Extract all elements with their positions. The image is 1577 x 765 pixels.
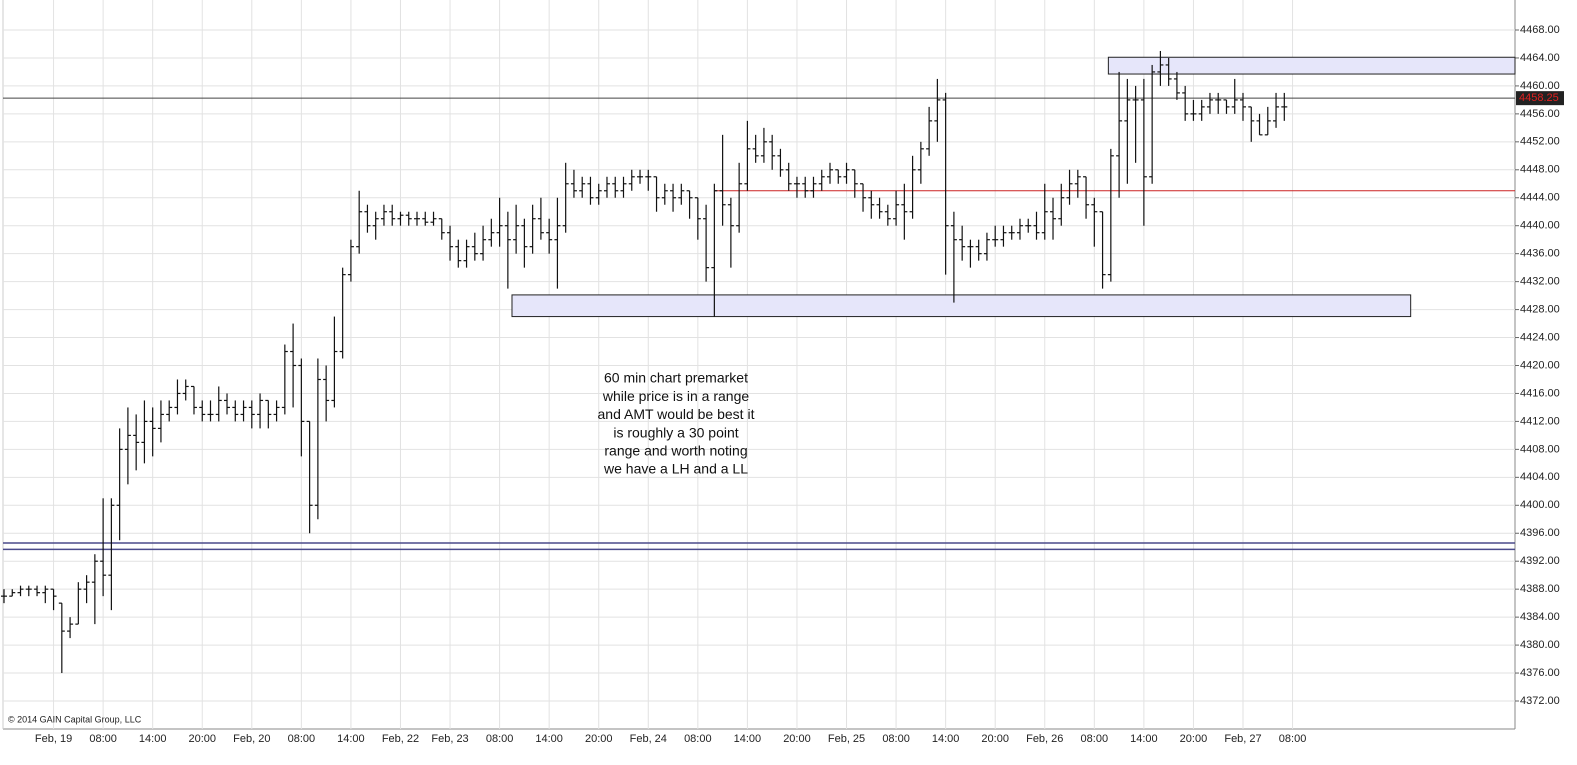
y-tick-label: 4428.00 bbox=[1520, 303, 1560, 315]
x-tick-label: 08:00 bbox=[1081, 733, 1109, 745]
x-tick-label: Feb, 26 bbox=[1026, 733, 1063, 745]
labels: 4372.00 4376.00 4380.00 4384.00 4388.00 4392.… bbox=[35, 24, 1564, 745]
y-tick-label: 4424.00 bbox=[1520, 331, 1560, 343]
y-tick-label: 4468.00 bbox=[1520, 24, 1560, 36]
x-tick-label: 14:00 bbox=[337, 733, 365, 745]
annotation-line: is roughly a 30 point bbox=[613, 424, 738, 440]
zone bbox=[1107, 56, 1516, 75]
y-tick-label: 4388.00 bbox=[1520, 583, 1560, 595]
x-tick-label: 14:00 bbox=[139, 733, 167, 745]
y-tick-label: 4420.00 bbox=[1520, 359, 1560, 371]
x-tick-label: Feb, 23 bbox=[431, 733, 468, 745]
x-tick-label: 20:00 bbox=[188, 733, 216, 745]
x-tick-label: Feb, 20 bbox=[233, 733, 270, 745]
y-tick-label: 4432.00 bbox=[1520, 276, 1560, 288]
y-tick-label: 4460.00 bbox=[1520, 80, 1560, 92]
y-tick-label: 4464.00 bbox=[1520, 52, 1560, 64]
x-tick-label: 08:00 bbox=[684, 733, 712, 745]
y-tick-label: 4448.00 bbox=[1520, 164, 1560, 176]
x-tick-label: 20:00 bbox=[585, 733, 613, 745]
y-tick-label: 4376.00 bbox=[1520, 667, 1560, 679]
annotation-line: range and worth noting bbox=[604, 443, 747, 459]
y-tick-label: 4440.00 bbox=[1520, 220, 1560, 232]
x-tick-label: 14:00 bbox=[1130, 733, 1158, 745]
y-tick-label: 4408.00 bbox=[1520, 443, 1560, 455]
x-tick-label: Feb, 25 bbox=[828, 733, 865, 745]
x-tick-label: 14:00 bbox=[535, 733, 563, 745]
y-tick-label: 4392.00 bbox=[1520, 555, 1560, 567]
annotation-line: we have a LH and a LL bbox=[603, 461, 748, 477]
x-tick-label: 20:00 bbox=[981, 733, 1009, 745]
x-tick-label: 08:00 bbox=[89, 733, 117, 745]
x-tick-label: 14:00 bbox=[734, 733, 762, 745]
y-tick-label: 4384.00 bbox=[1520, 611, 1560, 623]
annotation-line: and AMT would be best it bbox=[598, 406, 755, 422]
copyright: © 2014 GAIN Capital Group, LLC bbox=[8, 714, 142, 724]
y-tick-label: 4416.00 bbox=[1520, 387, 1560, 399]
y-tick-label: 4452.00 bbox=[1520, 136, 1560, 148]
last-price-box bbox=[1516, 91, 1564, 106]
y-tick-label: 4436.00 bbox=[1520, 248, 1560, 260]
y-tick-label: 4372.00 bbox=[1520, 695, 1560, 707]
x-tick-label: 20:00 bbox=[1180, 733, 1208, 745]
last-price-label: 4458.25 bbox=[1519, 92, 1559, 104]
y-tick-label: 4456.00 bbox=[1520, 108, 1560, 120]
zone bbox=[511, 294, 1412, 318]
x-tick-label: 08:00 bbox=[882, 733, 910, 745]
y-tick-label: 4400.00 bbox=[1520, 499, 1560, 511]
x-tick-label: 08:00 bbox=[1279, 733, 1307, 745]
y-tick-label: 4396.00 bbox=[1520, 527, 1560, 539]
y-tick-label: 4380.00 bbox=[1520, 639, 1560, 651]
annotation-line: 60 min chart premarket bbox=[604, 370, 748, 386]
x-tick-label: Feb, 19 bbox=[35, 733, 72, 745]
x-tick-label: Feb, 27 bbox=[1224, 733, 1261, 745]
x-tick-label: 20:00 bbox=[783, 733, 811, 745]
x-tick-label: Feb, 22 bbox=[382, 733, 419, 745]
x-tick-label: 14:00 bbox=[932, 733, 960, 745]
annotation-line: while price is in a range bbox=[602, 388, 750, 404]
grid bbox=[2, 0, 1519, 730]
y-tick-label: 4404.00 bbox=[1520, 471, 1560, 483]
x-tick-label: 08:00 bbox=[486, 733, 514, 745]
x-tick-label: 08:00 bbox=[288, 733, 316, 745]
y-tick-label: 4444.00 bbox=[1520, 192, 1560, 204]
x-tick-label: Feb, 24 bbox=[630, 733, 667, 745]
marks bbox=[1, 50, 1516, 674]
y-tick-label: 4412.00 bbox=[1520, 415, 1560, 427]
